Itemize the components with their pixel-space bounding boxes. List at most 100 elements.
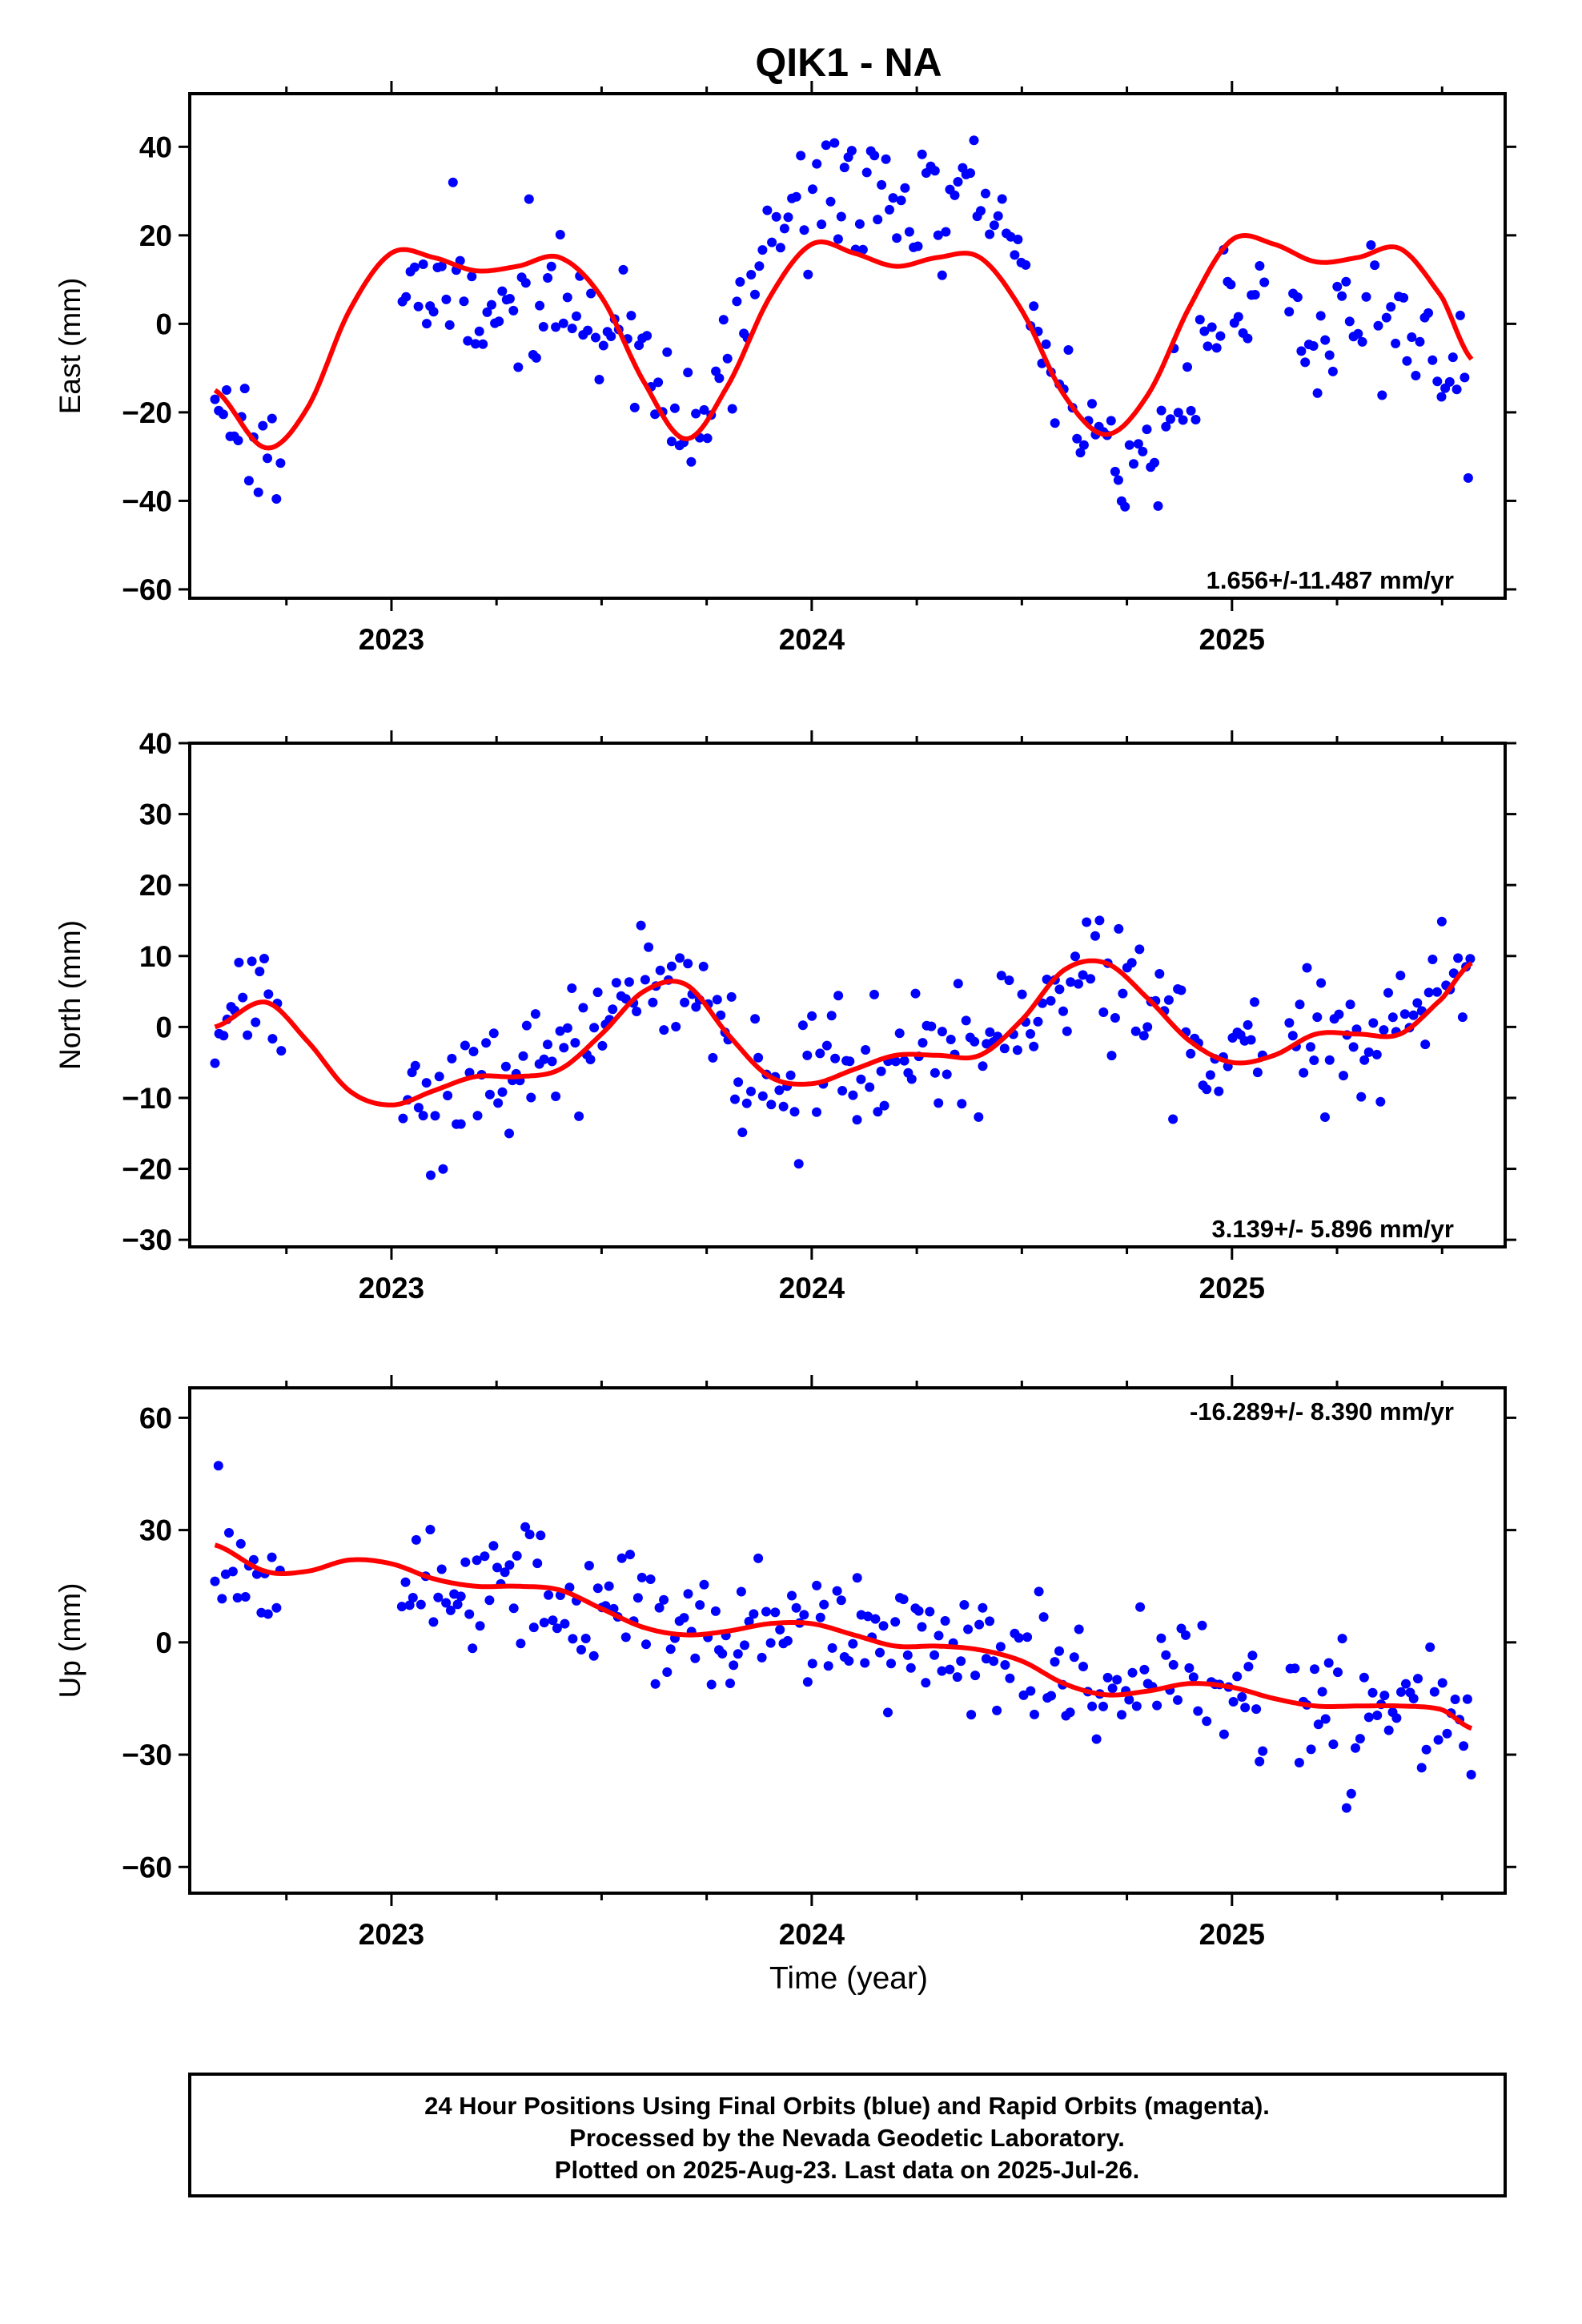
data-point [572,311,581,321]
data-point [1112,1675,1122,1685]
data-point [787,1590,797,1601]
data-point [1130,1026,1141,1036]
data-point [433,1592,444,1602]
data-point [1323,1658,1334,1668]
data-point [1432,376,1443,387]
data-point [487,300,496,310]
data-point [1012,1045,1022,1055]
data-point [978,1061,988,1072]
data-point [827,1642,837,1653]
data-point [961,1015,971,1026]
data-point [1054,984,1065,995]
data-point [1416,1763,1427,1773]
data-point [913,241,923,251]
data-points [210,135,1473,512]
data-point [854,219,865,229]
data-point [1017,989,1027,999]
data-point [219,1031,229,1041]
data-point [588,1651,599,1661]
data-point [1202,1716,1212,1727]
data-point [430,1111,440,1121]
data-point [878,1621,889,1631]
data-point [1432,987,1442,997]
data-point [1033,1016,1043,1027]
data-point [869,151,880,161]
data-point [642,331,652,341]
data-point [512,1550,522,1561]
data-point [848,1638,858,1649]
data-point [1292,292,1303,303]
data-point [513,362,524,372]
y-tick-label: 30 [139,1514,172,1547]
data-point [655,965,665,975]
data-point [1396,1687,1406,1697]
data-point [1302,963,1312,973]
data-point [445,1605,456,1615]
data-point [957,1099,967,1109]
data-point [799,225,809,235]
data-point [1106,1051,1117,1061]
data-point [917,1622,927,1632]
data-points [210,1461,1476,1813]
data-point [585,1055,596,1064]
data-point [1173,1695,1182,1705]
data-point [463,336,473,346]
data-point [1091,1734,1102,1744]
data-point [1150,457,1159,468]
data-point [1207,322,1217,332]
data-point [460,1557,471,1567]
data-point [812,1580,822,1590]
data-point [232,1593,243,1603]
data-point [1327,366,1338,376]
data-point [641,1639,651,1650]
data-point [782,1635,793,1646]
data-point [1308,341,1319,351]
data-point [233,436,243,445]
data-point [791,191,801,202]
data-point [1399,1009,1410,1019]
data-point [1320,1714,1331,1724]
data-point [645,1574,656,1584]
data-point [1142,424,1152,435]
data-point [416,1599,426,1610]
data-point [470,339,480,349]
data-point [532,1558,543,1569]
data-point [807,1659,817,1669]
data-point [570,1038,580,1048]
data-point [1421,1744,1431,1755]
data-point [1129,459,1138,469]
data-point [861,1045,871,1055]
data-point [468,1643,478,1654]
y-axis-label: North (mm) [54,920,86,1070]
data-point [930,1650,940,1660]
data-point [1379,1025,1389,1035]
data-point [959,1600,970,1610]
data-point [210,1058,220,1068]
data-point [536,1530,546,1541]
data-point [1018,1690,1029,1700]
data-point [727,404,737,414]
data-point [552,1623,562,1634]
data-point [1070,951,1080,962]
y-tick-label: 10 [139,940,172,973]
data-point [699,404,709,415]
data-point [1328,1739,1339,1750]
data-point [926,1021,937,1031]
data-point [1038,1612,1049,1622]
data-point [482,307,492,317]
data-point [765,1638,776,1648]
data-point [1021,259,1031,270]
data-point [410,1060,420,1071]
plot-frame [188,1386,1507,1895]
data-point [852,1115,862,1125]
data-point [1290,1663,1300,1674]
data-point [468,1047,479,1056]
data-point [425,1525,436,1534]
data-point [488,1028,499,1039]
data-point [567,324,577,334]
data-point [956,1656,966,1667]
data-point [815,1048,825,1059]
data-point [421,1078,432,1088]
data-point [985,1027,995,1037]
data-point [574,1111,584,1121]
